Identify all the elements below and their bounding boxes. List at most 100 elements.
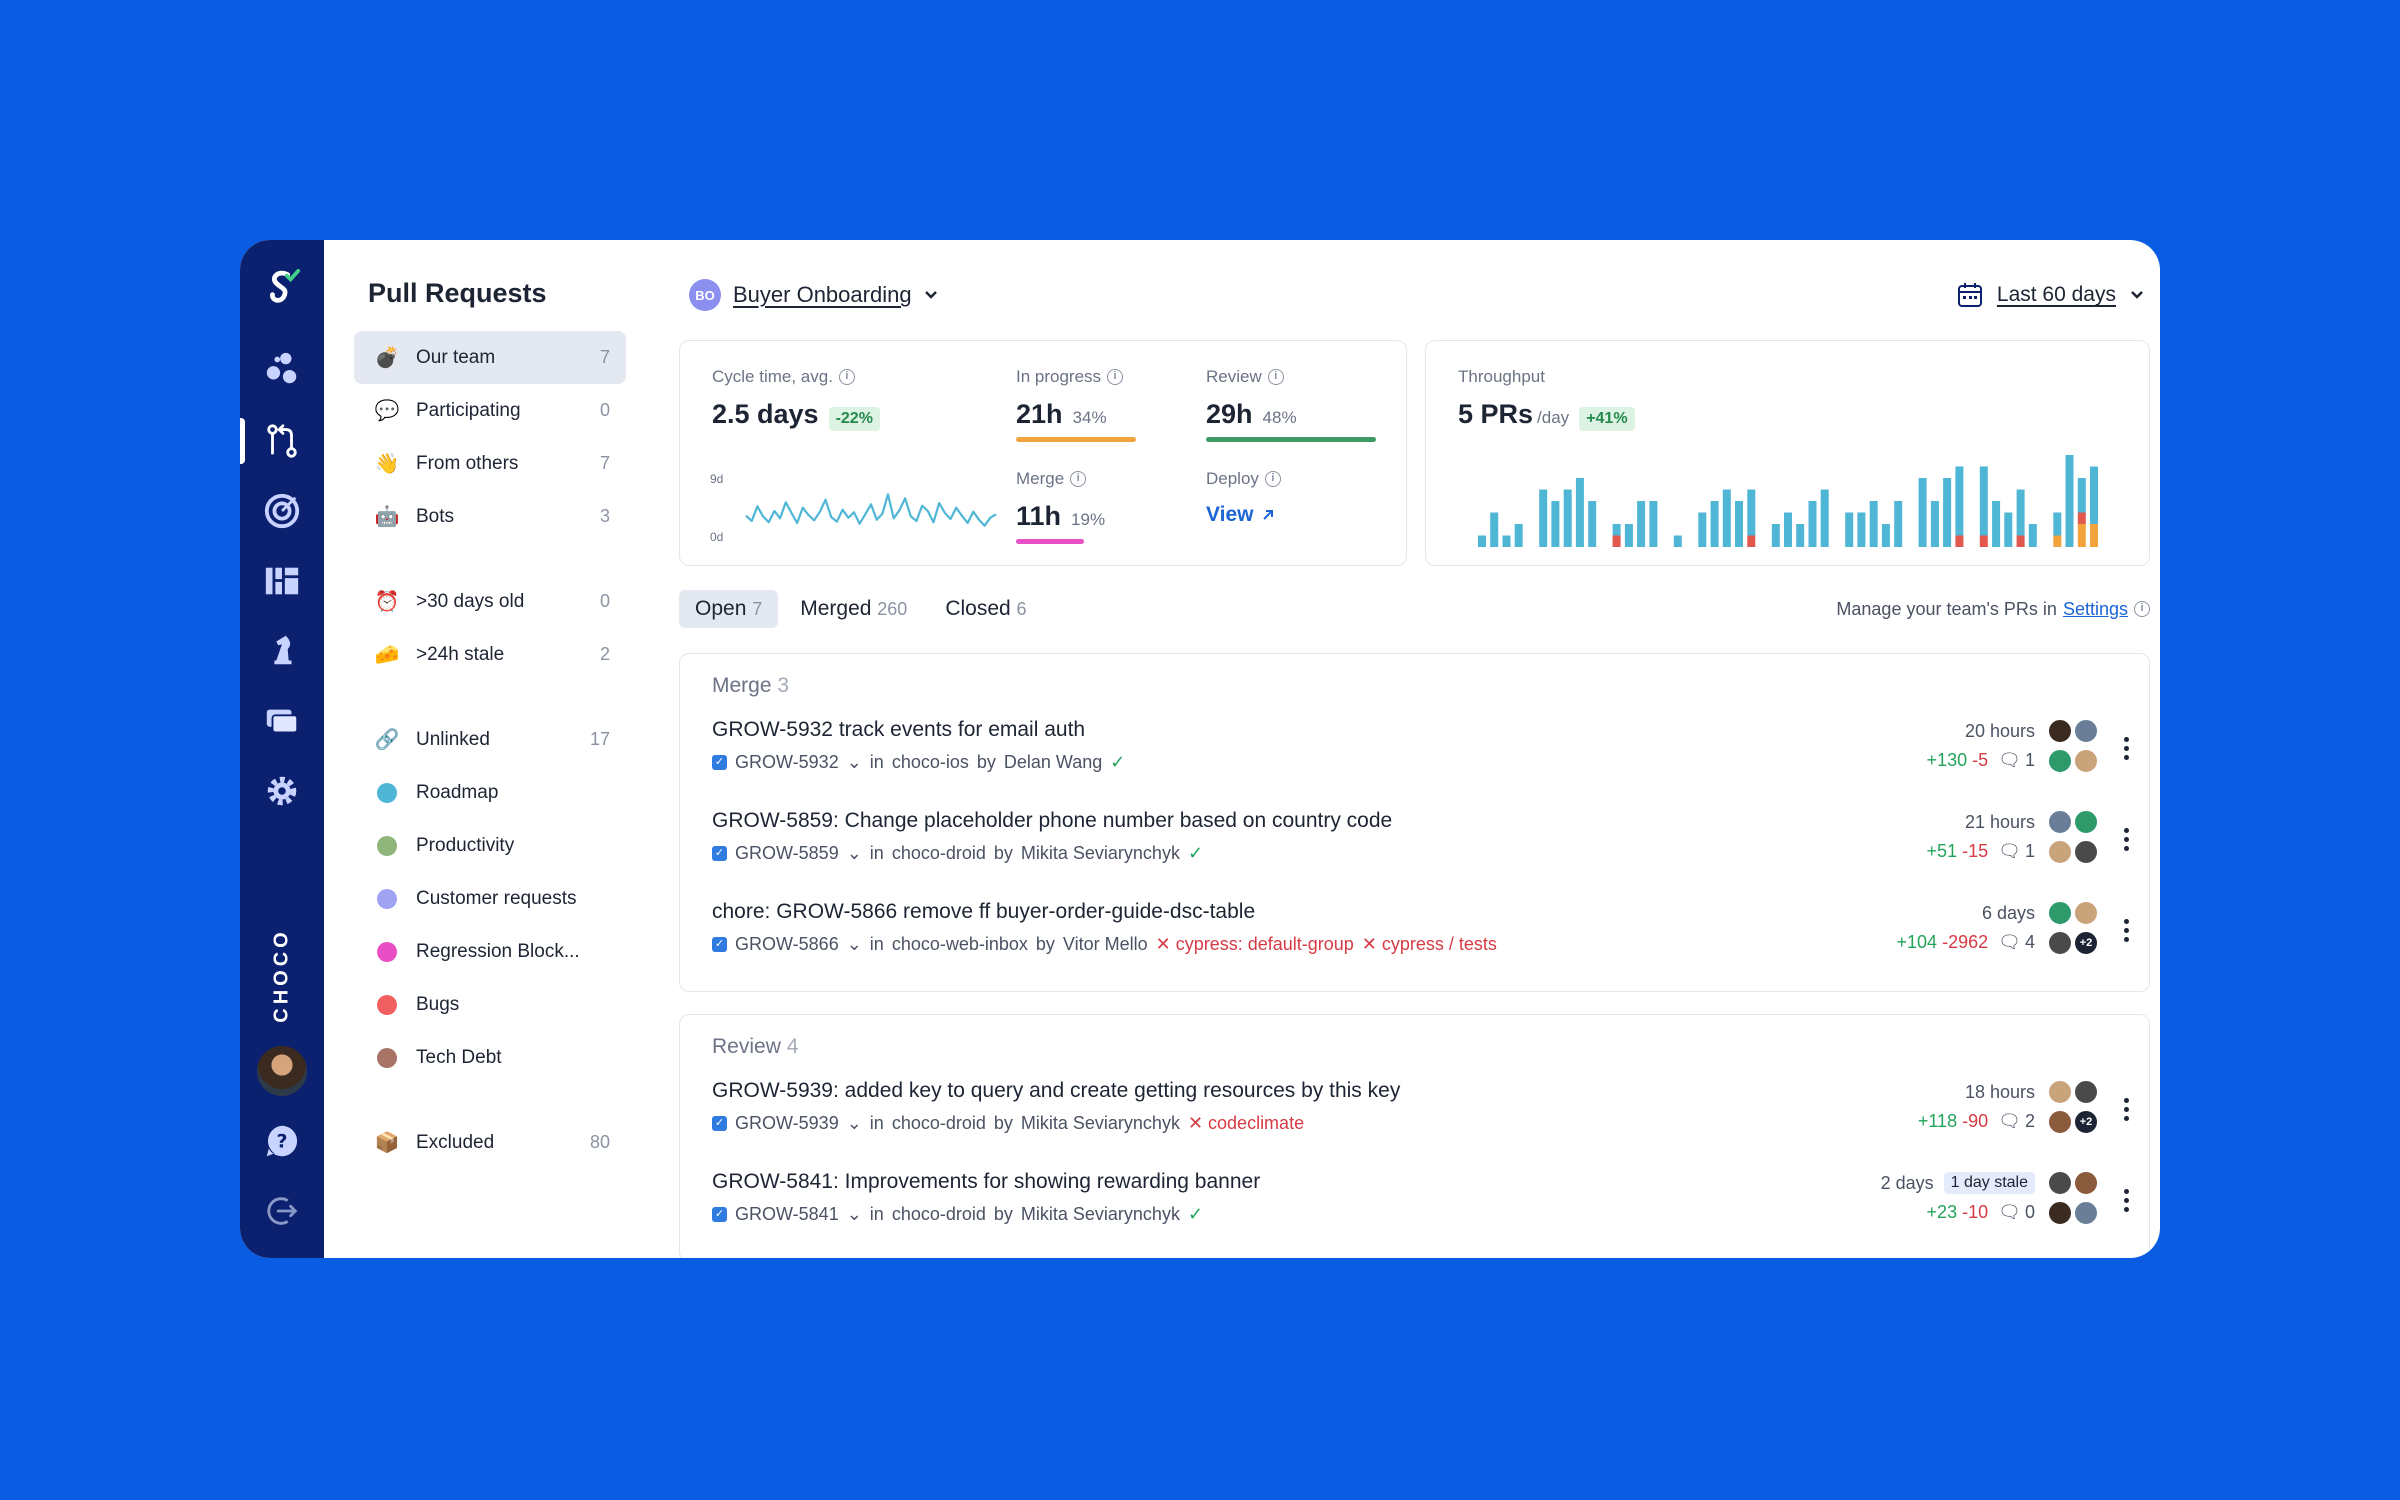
pr-row[interactable]: GROW-5859: Change placeholder phone numb… [680,809,2149,900]
issue-link[interactable]: ✓ GROW-5866 ⌄ [712,934,862,955]
reviewer-avatar[interactable] [2047,1079,2073,1105]
reviewer-avatar[interactable] [2047,1200,2073,1226]
throughput-bar [1955,466,1964,536]
reviewer-avatar[interactable] [2073,839,2099,865]
external-arrow-icon [1263,510,1274,520]
reviewer-avatar[interactable] [2047,1170,2073,1196]
pr-row[interactable]: GROW-5932 track events for email auth ✓ GR… [680,718,2149,809]
more-reviewers-badge[interactable]: +2 [2073,930,2099,956]
pr-title[interactable]: GROW-5932 track events for email auth [712,718,1086,741]
pr-row[interactable]: chore: GROW-5866 remove ff buyer-order-g… [680,900,2149,991]
issue-link[interactable]: ✓ GROW-5859 ⌄ [712,843,862,864]
sidebar-item-count: 7 [599,347,610,367]
insights-icon[interactable] [261,348,303,390]
sidebar-item-participating[interactable]: 💬 Participating 0 [354,384,626,437]
settings-gear-icon[interactable] [261,770,303,812]
throughput-bar [1771,524,1780,547]
tab-open[interactable]: Open 7 [679,590,779,628]
reviewer-avatar[interactable] [2073,1170,2099,1196]
sidebar-item-excluded[interactable]: 📦 Excluded 80 [354,1116,626,1169]
sidebar-item-our-team[interactable]: 💣 Our team 7 [354,331,626,384]
board-icon[interactable] [261,560,303,602]
more-reviewers-badge[interactable]: +2 [2073,1109,2099,1135]
swarmia-logo-icon[interactable] [261,266,303,308]
author-name[interactable]: Vitor Mello [1062,934,1148,954]
more-options-icon[interactable] [2119,1170,2133,1230]
more-options-icon[interactable] [2119,1079,2133,1139]
sidebar-item-24h-stale[interactable]: 🧀 >24h stale 2 [354,628,626,681]
calendar-icon [1957,283,1982,307]
pr-title[interactable]: GROW-5939: added key to query and create… [712,1079,1401,1102]
failed-check[interactable]: ✕ cypress: default-group [1156,934,1354,955]
group-count: 3 [777,674,790,697]
chevron-down-icon: ⌄ [846,843,862,863]
repo-name[interactable]: choco-droid [891,1113,986,1133]
date-range-selector[interactable]: Last 60 days [1957,282,2144,308]
settings-link[interactable]: Settings [2062,598,2128,619]
sidebar-item-roadmap[interactable]: Roadmap [354,766,626,819]
pr-title[interactable]: GROW-5841: Improvements for showing rewa… [712,1170,1261,1193]
reviewer-avatar[interactable] [2073,1079,2099,1105]
target-icon[interactable] [261,490,303,532]
manage-settings-note: Manage your team's PRs in Settings i [1836,599,2150,620]
x-icon: ✕ [1155,934,1176,954]
folders-icon[interactable] [261,700,303,742]
pr-title[interactable]: GROW-5859: Change placeholder phone numb… [712,809,1393,832]
pr-age: 18 hours [1918,1079,2035,1105]
sidebar-item-bugs[interactable]: Bugs [354,978,626,1031]
author-name[interactable]: Mikita Seviarynchyk [1020,1204,1180,1224]
user-avatar[interactable] [255,1044,309,1098]
author-name[interactable]: Mikita Seviarynchyk [1020,1113,1180,1133]
pr-age: 20 hours [1927,718,2035,744]
author-name[interactable]: Delan Wang [1003,752,1103,772]
more-options-icon[interactable] [2119,718,2133,778]
pr-row[interactable]: GROW-5841: Improvements for showing rewa… [680,1170,2149,1258]
sidebar-item-30-days-old[interactable]: ⏰ >30 days old 0 [354,575,626,628]
sidebar-item-customer-requests[interactable]: Customer requests [354,872,626,925]
sidebar-item-regression-block[interactable]: Regression Block... [354,925,626,978]
reviewer-avatar[interactable] [2047,809,2073,835]
pr-title[interactable]: chore: GROW-5866 remove ff buyer-order-g… [712,900,1256,923]
throughput-card[interactable]: Throughput 5 PRs/day +41% [1425,340,2150,566]
tab-merged[interactable]: Merged 260 [784,590,923,628]
reviewer-avatar[interactable] [2047,718,2073,744]
pr-meta: ✓ GROW-5866 ⌄ in choco-web-inbox by Vitor Mell… [712,934,2149,955]
pr-row[interactable]: GROW-5939: added key to query and create… [680,1079,2149,1170]
sidebar-item-unlinked[interactable]: 🔗 Unlinked 17 [354,713,626,766]
reviewer-avatar[interactable] [2073,1200,2099,1226]
failed-check[interactable]: ✕ codeclimate [1188,1113,1304,1134]
help-icon[interactable]: ? [261,1120,303,1162]
team-selector[interactable]: BO Buyer Onboarding [689,279,938,311]
issue-link[interactable]: ✓ GROW-5932 ⌄ [712,752,862,773]
repo-name[interactable]: choco-droid [891,843,986,863]
chess-knight-icon[interactable] [261,630,303,672]
cycle-time-card[interactable]: Cycle time, avg. i 2.5 days -22% 9d 0d In p… [679,340,1407,566]
tab-closed[interactable]: Closed 6 [929,590,1042,628]
deploy-view-link[interactable]: View [1206,503,1275,527]
repo-name[interactable]: choco-ios [891,752,969,772]
failed-check[interactable]: ✕ cypress / tests [1362,934,1497,955]
author-name[interactable]: Mikita Seviarynchyk [1020,843,1180,863]
repo-name[interactable]: choco-web-inbox [891,934,1028,954]
reviewer-avatar[interactable] [2073,900,2099,926]
reviewer-avatar[interactable] [2047,900,2073,926]
more-options-icon[interactable] [2119,900,2133,960]
reviewer-avatar[interactable] [2073,718,2099,744]
issue-link[interactable]: ✓ GROW-5841 ⌄ [712,1204,862,1225]
reviewer-avatar[interactable] [2047,930,2073,956]
reviewer-avatar[interactable] [2047,1109,2073,1135]
main-content: BO Buyer Onboarding Last 60 days Cycle t… [654,240,2160,1258]
reviewer-avatar[interactable] [2047,839,2073,865]
sidebar-item-tech-debt[interactable]: Tech Debt [354,1031,626,1084]
reviewer-avatar[interactable] [2047,748,2073,774]
issue-link[interactable]: ✓ GROW-5939 ⌄ [712,1113,862,1134]
repo-name[interactable]: choco-droid [891,1204,986,1224]
sidebar-item-productivity[interactable]: Productivity [354,819,626,872]
more-options-icon[interactable] [2119,809,2133,869]
sidebar-item-bots[interactable]: 🤖 Bots 3 [354,490,626,543]
sidebar-item-from-others[interactable]: 👋 From others 7 [354,437,626,490]
reviewer-avatar[interactable] [2073,748,2099,774]
logout-icon[interactable] [261,1190,303,1232]
reviewer-avatar[interactable] [2073,809,2099,835]
pull-requests-icon[interactable] [261,420,303,462]
